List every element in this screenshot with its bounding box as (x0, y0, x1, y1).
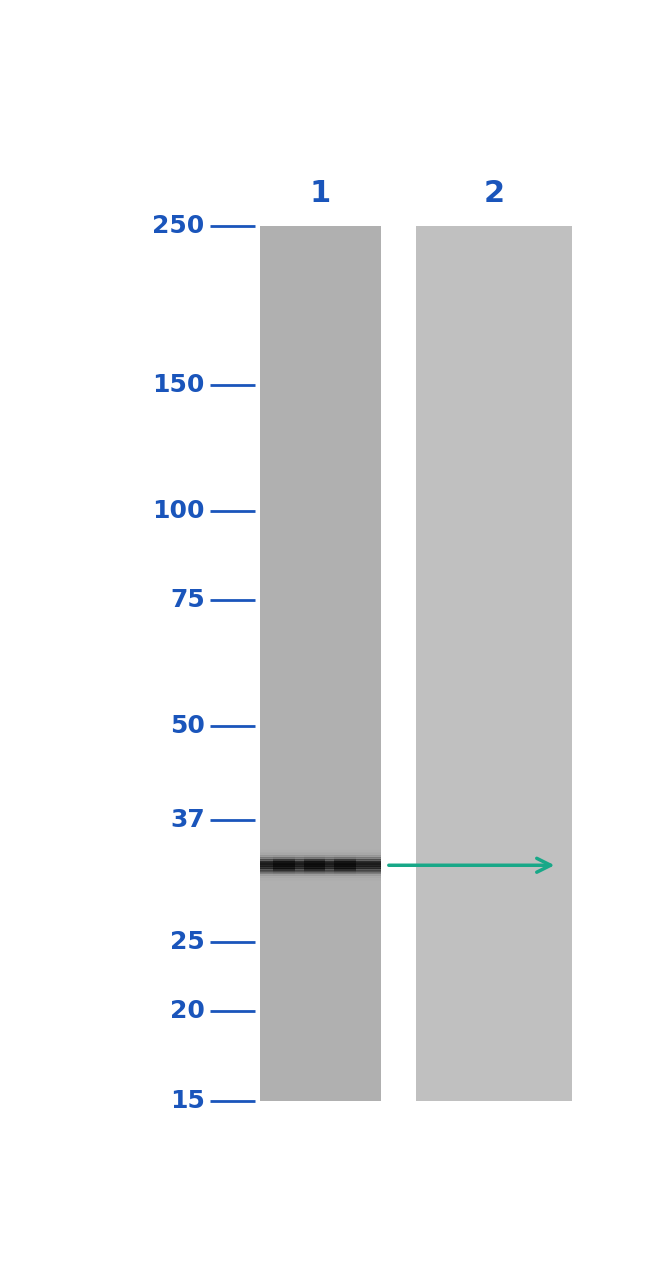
Text: 250: 250 (152, 213, 205, 237)
Bar (416, 226, 573, 1101)
Text: 75: 75 (170, 588, 205, 612)
Text: 150: 150 (152, 372, 205, 396)
Text: 37: 37 (170, 808, 205, 832)
Text: 25: 25 (170, 930, 205, 954)
Text: 20: 20 (170, 999, 205, 1024)
Text: 1: 1 (310, 179, 331, 208)
Text: 50: 50 (170, 715, 205, 738)
Bar (260, 226, 381, 1101)
Text: 2: 2 (484, 179, 505, 208)
Text: 15: 15 (170, 1088, 205, 1113)
Text: 100: 100 (152, 499, 205, 523)
